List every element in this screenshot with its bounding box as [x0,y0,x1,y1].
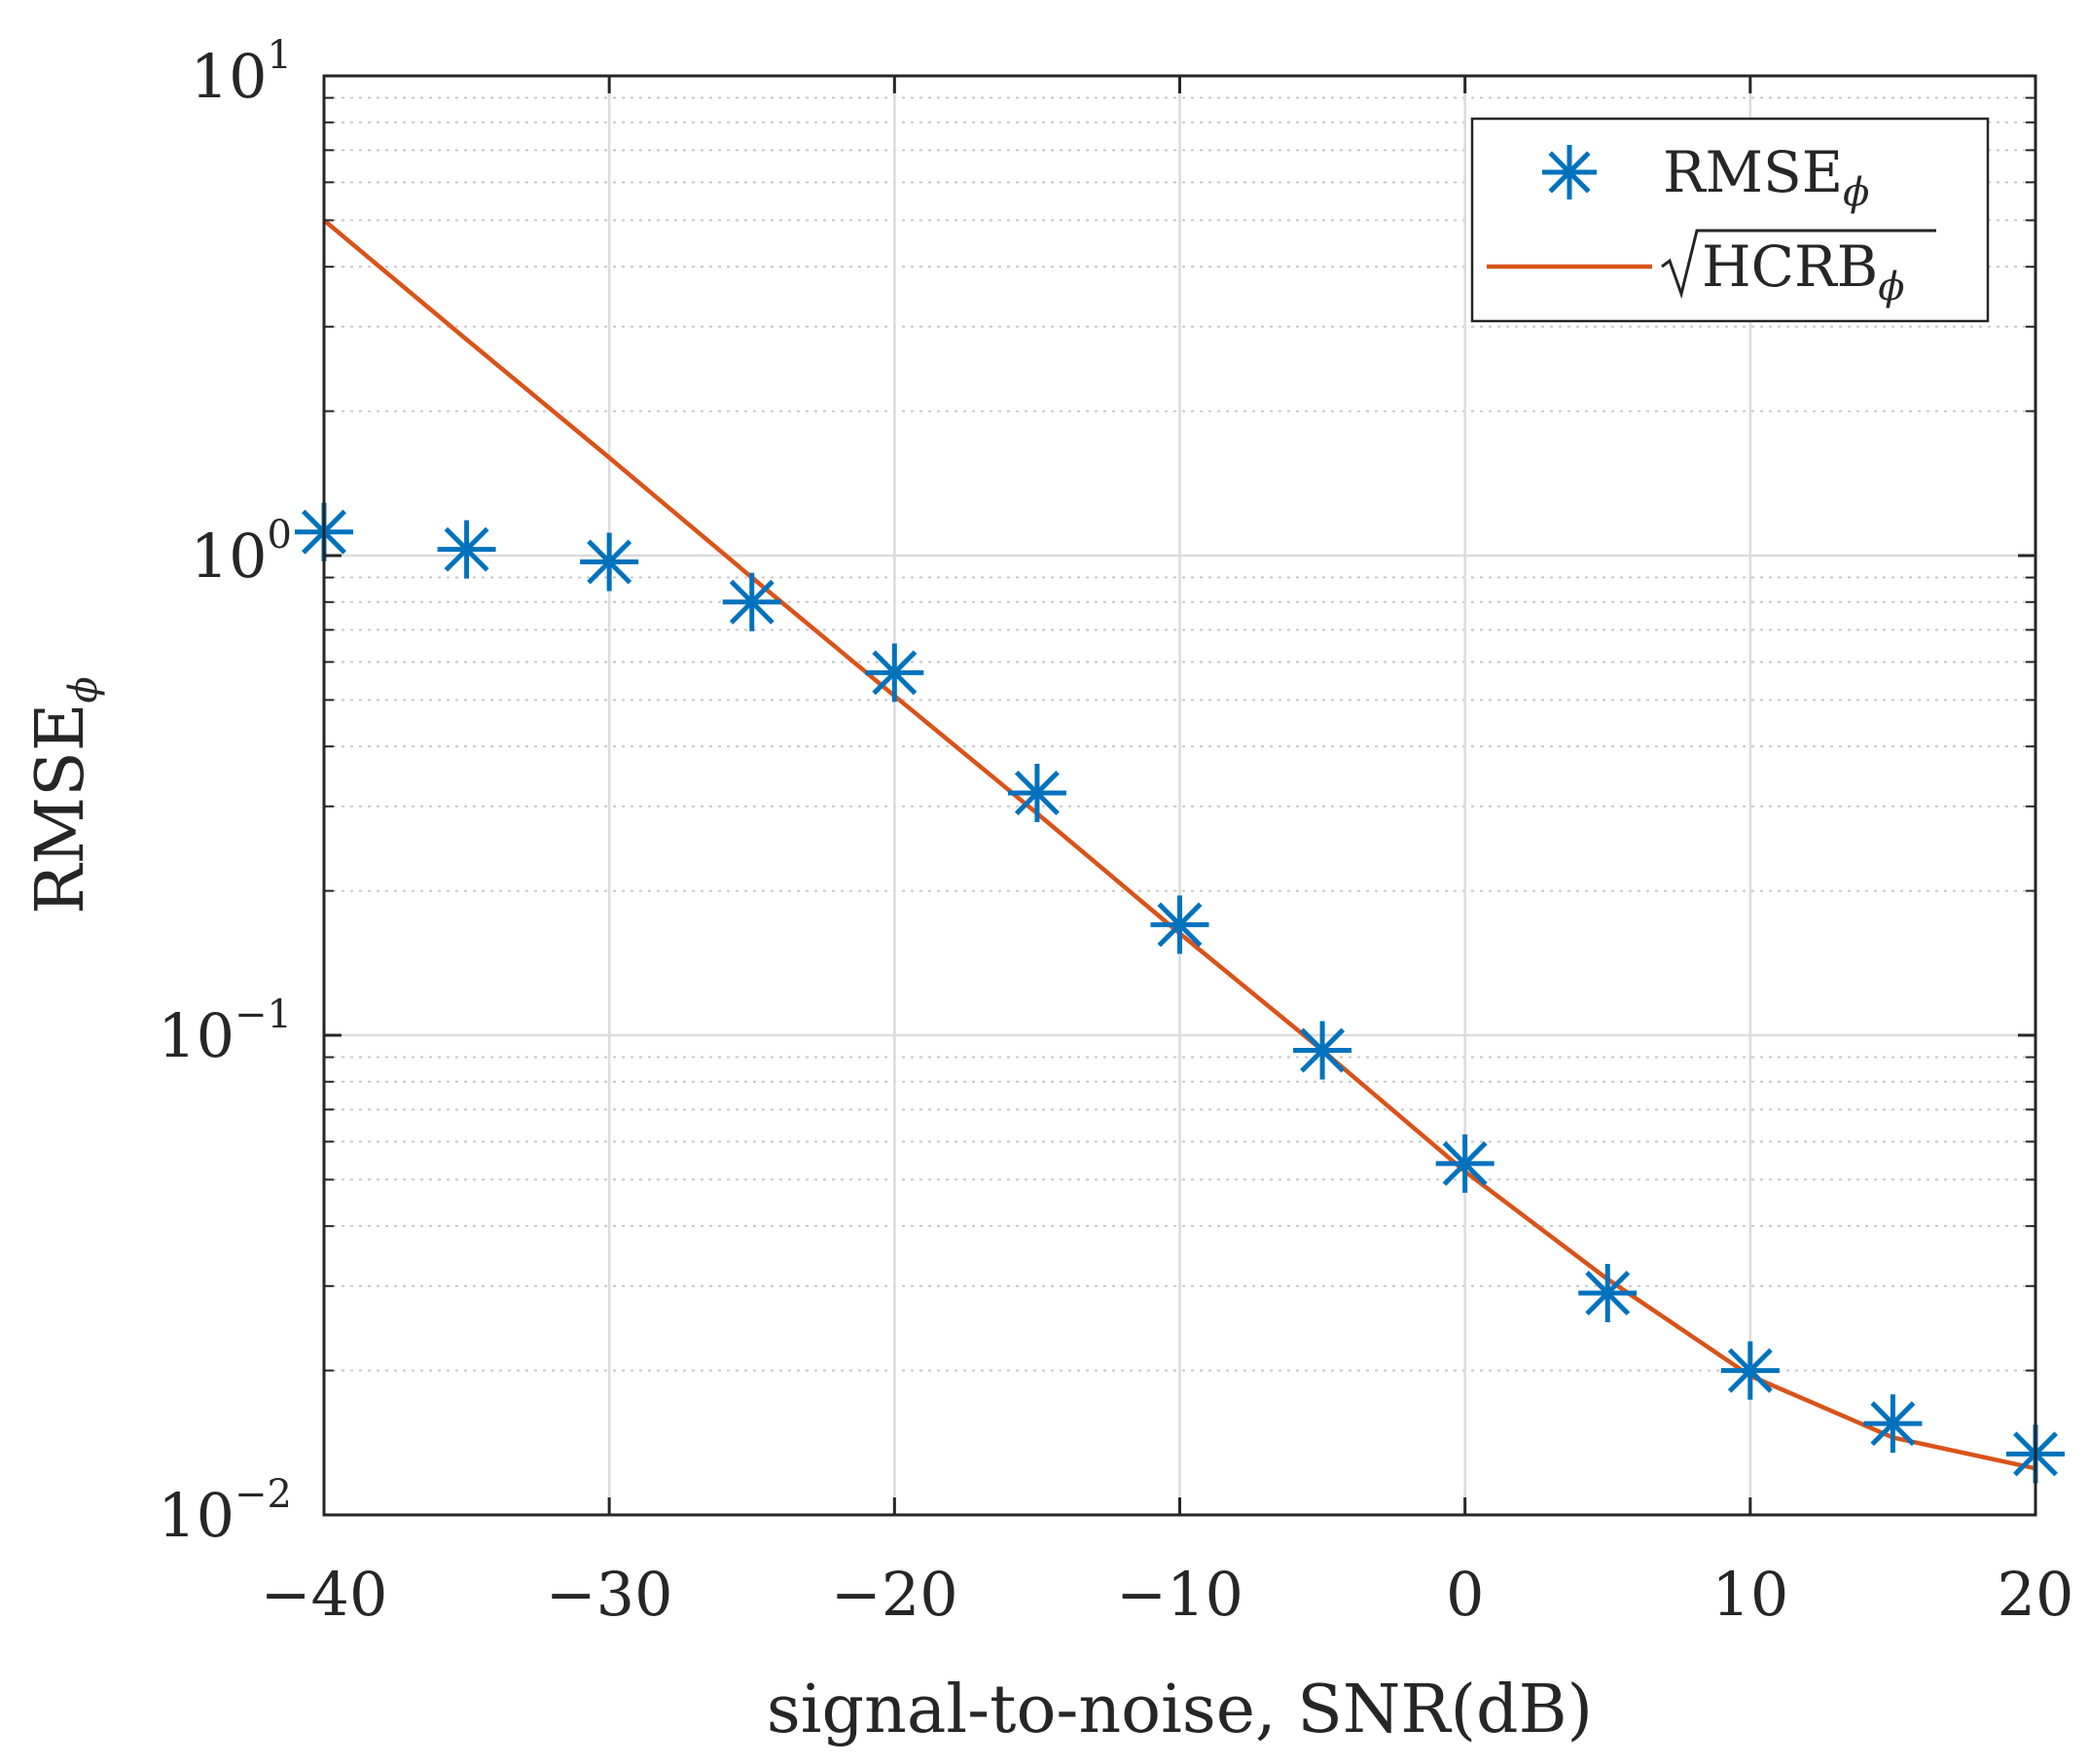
y-tick-label-exponent: 1 [268,33,292,78]
data-point-rmse [1293,1021,1352,1080]
legend: RMSEϕ HCRBϕ [1470,117,1990,323]
asterisk-stroke [1157,902,1203,948]
y-axis-title-main: RMSE [22,703,99,915]
legend-box [1470,117,1990,323]
asterisk-stroke [1442,1140,1488,1186]
data-point-rmse [1863,1394,1923,1454]
data-point-rmse [1007,763,1066,822]
y-tick-label-base: 10 [191,41,268,112]
asterisk-stroke [587,539,632,585]
x-tick-label: 20 [1998,1559,2074,1630]
y-tick-label-exponent: 0 [268,513,292,558]
asterisk-stroke [1585,1271,1631,1316]
data-point-rmse [722,572,781,631]
y-axis-title: RMSEϕ [22,676,106,914]
x-tick-label: −40 [261,1559,388,1630]
y-tick-label: 100 [191,513,292,592]
asterisk-stroke [444,526,489,572]
legend-marker-rmse [1542,145,1597,199]
x-tick-label: −10 [1116,1559,1243,1630]
asterisk-stroke [1014,770,1060,815]
data-point-rmse [437,520,496,579]
asterisk-stroke [729,579,774,625]
y-tick-label: 101 [191,33,292,112]
x-tick-label: 10 [1711,1559,1788,1630]
legend-asterisk [1542,145,1597,199]
x-tick-label: −20 [831,1559,958,1630]
asterisk-stroke [872,650,918,696]
y-axis-title-subscript: ϕ [61,676,106,702]
y-tick-label-base: 10 [158,1000,234,1071]
data-point-rmse [1150,895,1209,954]
y-tick-label-base: 10 [158,1480,234,1551]
x-tick-labels: −40 −30 −20 −10 0 10 20 [261,1559,2074,1630]
legend-label-rmse-subscript: ϕ [1843,170,1869,215]
legend-label-hcrb-subscript: ϕ [1878,265,1904,309]
y-tick-label-exponent: −2 [234,1472,292,1517]
legend-label-hcrb-main: HCRB [1702,234,1878,300]
data-point-rmse [1720,1341,1780,1400]
x-axis-title: signal-to-noise, SNR(dB) [767,1672,1593,1748]
asterisk-stroke [1727,1348,1773,1393]
legend-label-rmse: RMSEϕ [1663,139,1869,215]
data-point-rmse [1578,1264,1638,1323]
asterisk-stroke [1548,151,1591,194]
y-tick-label: 10−2 [158,1472,292,1551]
axis-ticks [322,74,2037,1517]
legend-label-rmse-main: RMSE [1663,139,1843,205]
data-point-rmse [865,643,924,702]
x-tick-label: −30 [546,1559,673,1630]
y-tick-label: 10−1 [158,992,292,1071]
data-point-rmse [580,532,639,592]
data-point-rmse [1435,1134,1495,1193]
y-tick-label-exponent: −1 [234,992,292,1037]
legend-label-hcrb: HCRBϕ [1702,234,1905,309]
legend-sqrt-symbol [1661,229,1936,300]
asterisk-stroke [1300,1027,1346,1073]
x-tick-label: 0 [1446,1559,1484,1630]
y-tick-label-base: 10 [191,521,268,592]
asterisk-stroke [1870,1401,1916,1447]
